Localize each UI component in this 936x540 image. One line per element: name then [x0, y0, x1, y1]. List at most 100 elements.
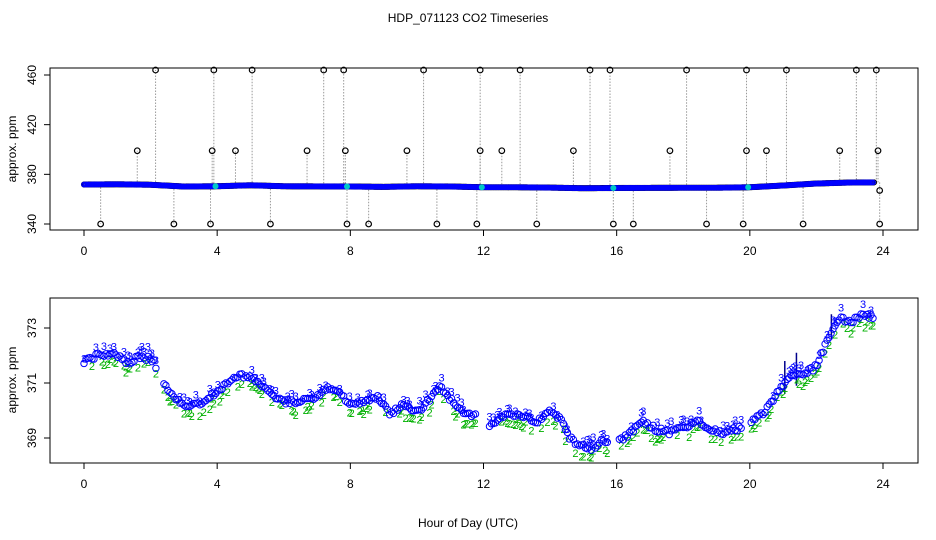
- series-2-marker: 2: [403, 413, 409, 425]
- spike-point: [473, 220, 481, 228]
- top-x-tick-label: 4: [214, 244, 221, 258]
- series-2-marker: 2: [440, 394, 446, 406]
- series-2-marker: 2: [780, 389, 786, 401]
- mean-circle: [643, 419, 651, 427]
- series-2-marker: 2: [472, 418, 478, 430]
- series-2-marker: 2: [602, 445, 608, 457]
- series-2-marker: 2: [768, 404, 774, 416]
- mean-circle: [379, 400, 388, 408]
- series-3-marker: 3: [668, 416, 674, 428]
- mean-circle: [467, 412, 476, 421]
- series-3-marker: 3: [137, 345, 143, 357]
- calibration-point: [610, 185, 617, 192]
- series-2-marker: 2: [169, 396, 175, 408]
- series-3-marker: 3: [788, 365, 794, 377]
- series-3-marker: 3: [317, 383, 323, 395]
- series-3-marker: 3: [838, 302, 844, 314]
- series-2-marker: 2: [225, 387, 231, 399]
- series-3-marker: 3: [562, 421, 568, 433]
- mean-circle: [162, 381, 170, 390]
- series-2-marker: 2: [658, 435, 664, 447]
- mean-circle: [815, 356, 823, 365]
- spike-point: [341, 147, 349, 155]
- series-3-marker: 3: [640, 406, 646, 418]
- mean-circle: [449, 399, 458, 407]
- series-3-marker: 3: [688, 414, 694, 426]
- series-2-marker: 2: [221, 385, 227, 397]
- series-2-marker: 2: [253, 382, 259, 394]
- mean-circle: [417, 406, 426, 414]
- mean-circle: [775, 387, 783, 395]
- series-2-marker: 2: [450, 406, 456, 418]
- series-2-marker: 2: [255, 383, 261, 395]
- mean-circle: [174, 395, 182, 404]
- mean-circle: [535, 414, 544, 422]
- series-2-marker: 2: [361, 409, 367, 421]
- series-2-marker: 2: [105, 359, 111, 371]
- series-3-marker: 3: [381, 392, 387, 404]
- mean-circle: [771, 392, 779, 401]
- series-2-marker: 2: [502, 416, 508, 428]
- series-3-marker: 3: [127, 351, 133, 363]
- series-2-marker: 2: [586, 451, 592, 463]
- series-3-marker: 3: [147, 349, 153, 361]
- mean-circle: [260, 382, 268, 391]
- series-2-marker: 2: [289, 405, 295, 417]
- mean-circle: [220, 380, 228, 389]
- spike-point: [763, 147, 770, 155]
- series-3-marker: 3: [121, 346, 127, 358]
- mean-circle: [166, 388, 174, 397]
- spike-point: [365, 220, 373, 228]
- series-2-marker: 2: [800, 381, 806, 393]
- series-2-marker: 2: [868, 320, 874, 332]
- bottom-x-tick-label: 24: [876, 477, 890, 491]
- series-3-marker: 3: [550, 401, 556, 413]
- series-2-marker: 2: [572, 448, 578, 460]
- series-3-marker: 3: [355, 392, 361, 404]
- mean-circle: [523, 412, 532, 421]
- top-x-tick-label: 20: [743, 244, 757, 258]
- spike-point: [97, 220, 105, 228]
- mean-circle: [839, 313, 847, 322]
- spike-point: [533, 220, 541, 228]
- series-3-marker: 3: [868, 305, 874, 317]
- figure-title: HDP_071123 CO2 Timeseries: [388, 11, 549, 25]
- series-2-marker: 2: [127, 364, 133, 376]
- mean-circle: [383, 405, 392, 414]
- mean-circle: [433, 385, 442, 394]
- mean-circle: [441, 389, 450, 397]
- bottom-y-axis-label: approx. ppm: [5, 347, 19, 414]
- series-3-marker: 3: [419, 400, 425, 412]
- series-2-marker: 2: [331, 392, 337, 404]
- top-x-axis: 0 4 8 12 16 20 24: [81, 230, 890, 258]
- baseline-mean-point: [870, 179, 876, 186]
- spike-point: [703, 220, 710, 228]
- series-2-marker: 2: [167, 396, 173, 408]
- series-3-marker: 3: [512, 406, 518, 418]
- mean-circle: [310, 395, 318, 403]
- series-2-marker: 2: [560, 424, 566, 436]
- series-3-marker: 3: [367, 388, 373, 400]
- mean-circle: [819, 348, 827, 357]
- mean-circle: [759, 410, 767, 419]
- series-3-marker: 3: [504, 403, 510, 415]
- mean-circle: [80, 359, 88, 368]
- top-panel: 0 4 8 12 16 20 24 340 380 420 460 approx. ppm: [5, 65, 919, 258]
- spike-point: [629, 220, 637, 228]
- series-3-marker: 3: [215, 380, 221, 392]
- bottom-x-tick-label: 8: [347, 477, 354, 491]
- series-2-marker: 2: [189, 411, 195, 423]
- series-2-marker: 2: [247, 378, 253, 390]
- top-x-tick-label: 12: [477, 244, 491, 258]
- series-2-marker: 2: [123, 367, 129, 379]
- series-3-marker: 3: [197, 396, 203, 408]
- mean-circle: [242, 372, 250, 380]
- mean-circle: [599, 437, 608, 445]
- series-2-marker: 2: [277, 399, 283, 411]
- series-2-marker: 2: [626, 436, 632, 448]
- series-3-marker: 3: [528, 412, 534, 424]
- series-2-marker: 2: [411, 413, 417, 425]
- mean-circle: [292, 399, 300, 408]
- calibration-point: [212, 183, 219, 190]
